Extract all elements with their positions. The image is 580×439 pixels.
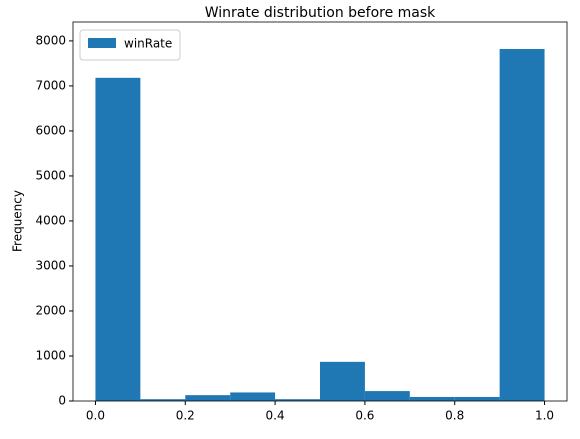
bar — [320, 361, 365, 401]
chart-title: Winrate distribution before mask — [205, 5, 436, 21]
y-tick-label: 4000 — [35, 213, 66, 227]
y-tick-label: 6000 — [35, 123, 66, 137]
bar — [275, 399, 320, 401]
bar — [185, 395, 231, 401]
plot-frame — [72, 21, 568, 402]
x-tick-label: 0.0 — [86, 409, 105, 423]
legend-label: winRate — [124, 37, 172, 51]
y-tick-label: 2000 — [35, 303, 66, 317]
x-tick-label: 0.6 — [355, 409, 374, 423]
legend-swatch — [88, 38, 116, 48]
x-tick-label: 0.2 — [176, 409, 195, 423]
y-tick-label: 1000 — [35, 348, 66, 362]
bar — [409, 396, 455, 401]
x-tick-label: 0.4 — [266, 409, 285, 423]
bar — [364, 391, 410, 401]
bar — [95, 77, 141, 401]
bar — [499, 49, 545, 401]
y-axis-label: Frequency — [11, 190, 25, 252]
bar — [230, 392, 276, 401]
legend-box — [79, 29, 181, 61]
x-tick-label: 0.8 — [445, 409, 464, 423]
x-tick-label: 1.0 — [535, 409, 554, 423]
y-tick-label: 7000 — [35, 78, 66, 92]
y-tick-label: 0 — [58, 394, 66, 408]
y-tick-label: 5000 — [35, 168, 66, 182]
bar — [140, 399, 186, 401]
y-tick-label: 8000 — [35, 33, 66, 47]
y-tick-label: 3000 — [35, 258, 66, 272]
bar — [454, 396, 500, 401]
